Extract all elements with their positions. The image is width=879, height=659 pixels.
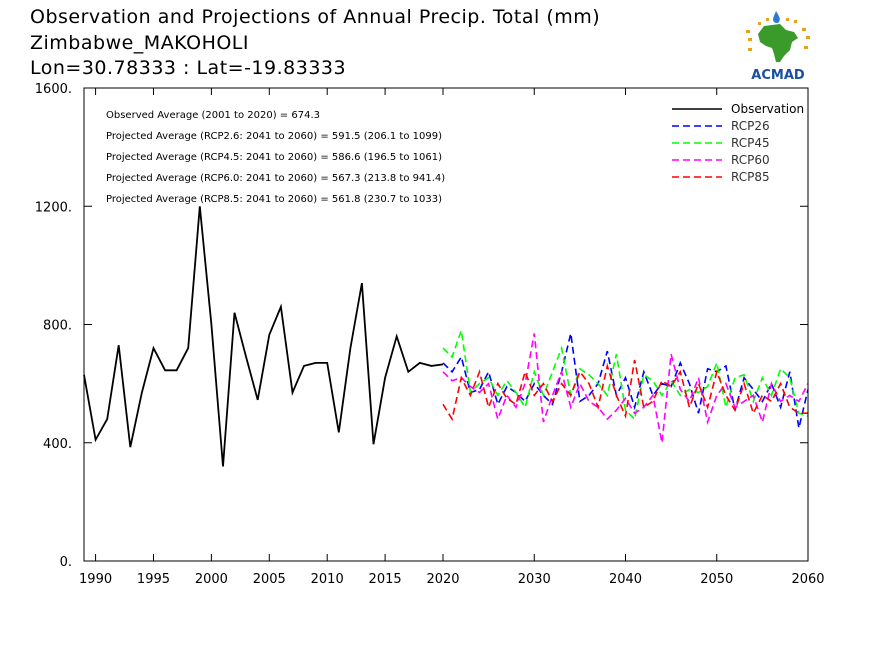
x-tick-label: 2020 [426,572,459,587]
chart-title: Observation and Projections of Annual Pr… [30,6,601,28]
legend-label-rcp26: RCP26 [731,119,770,133]
series-line-rcp85 [442,359,808,422]
x-tick-label: 2010 [311,572,344,587]
y-tick-label: 800. [43,319,72,334]
legend-label-observation: Observation [731,102,804,116]
legend-label-rcp60: RCP60 [731,153,770,167]
x-tick-label: 2000 [195,572,228,587]
x-tick-label: 2050 [700,572,733,587]
station-coordinates: Lon=30.78333 : Lat=-19.83333 [30,57,347,79]
series-line-rcp60 [442,333,809,443]
x-tick-label: 1990 [79,572,112,587]
series-line-rcp45 [442,330,809,421]
x-tick-label: 2015 [369,572,402,587]
logo-text: ACMAD [751,68,805,83]
annotation-line: Projected Average (RCP4.5: 2041 to 2060)… [106,152,442,163]
station-name: Zimbabwe_MAKOHOLI [30,32,249,54]
series-layer [83,206,809,467]
x-tick-label: 2060 [791,572,824,587]
annotation-line: Observed Average (2001 to 2020) = 674.3 [106,110,320,121]
annotation-line: Projected Average (RCP6.0: 2041 to 2060)… [106,173,445,184]
legend-label-rcp45: RCP45 [731,136,770,150]
x-tick-label: 2040 [609,572,642,587]
x-tick-label: 1995 [137,572,170,587]
annotations: Observed Average (2001 to 2020) = 674.3 P… [106,110,445,205]
y-tick-label: 400. [43,437,72,452]
legend: Observation RCP26 RCP45 RCP60 RCP85 [672,102,804,184]
axes-layer: 1990 1995 2000 2005 2010 2015 2020 2030 2040 2050… [35,82,825,587]
y-tick-label: 1600. [35,82,72,97]
y-tick-label: 0. [60,555,72,570]
annotation-line: Projected Average (RCP8.5: 2041 to 2060)… [106,194,442,205]
legend-label-rcp85: RCP85 [731,170,770,184]
y-tick-label: 1200. [35,200,72,215]
x-tick-label: 2030 [518,572,551,587]
africa-map-raindrop-icon: ACMAD [746,11,810,83]
annotation-line: Projected Average (RCP2.6: 2041 to 2060)… [106,131,442,142]
x-tick-label: 2005 [253,572,286,587]
acmad-logo: ACMAD [746,11,810,83]
series-line-observation [83,206,444,467]
